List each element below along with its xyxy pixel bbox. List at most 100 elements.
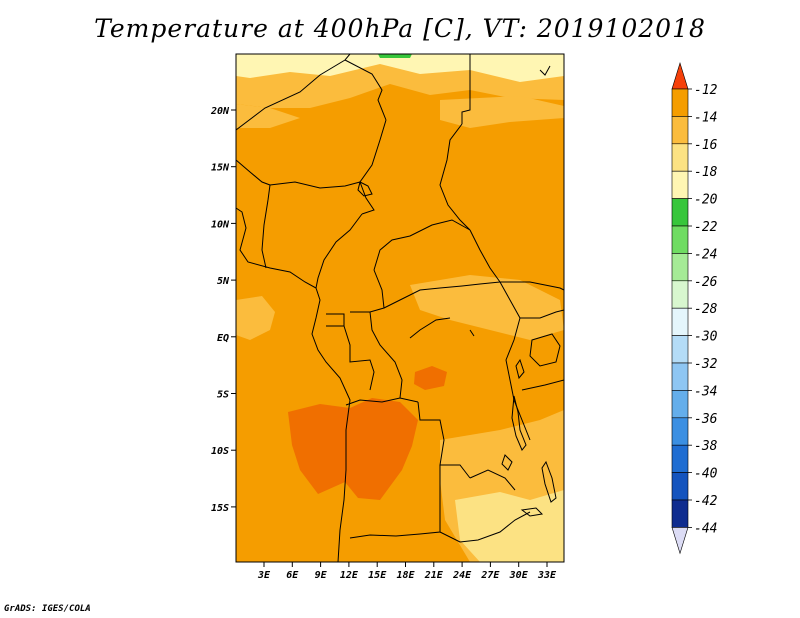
colorbar-label: -16 — [694, 138, 718, 153]
chart-title: Temperature at 400hPa [C], VT: 201910201… — [94, 14, 706, 43]
colorbar-label: -28 — [694, 302, 718, 317]
lat-label: 20N — [210, 106, 230, 117]
lat-label: EQ — [217, 333, 229, 344]
border-gabon-congo — [343, 325, 375, 391]
border-niger-nigeria — [269, 181, 361, 189]
colorbar-swatch — [671, 472, 689, 501]
lon-label: 21E — [424, 570, 444, 581]
lon-label: 12E — [340, 570, 359, 581]
border-drc-zambia — [469, 469, 516, 491]
colorbar-swatch — [671, 417, 689, 446]
lon-label: 3E — [257, 570, 271, 581]
lat-label: 15S — [211, 503, 229, 514]
border-tanzania — [521, 379, 565, 391]
lake-victoria — [529, 333, 561, 367]
colorbar-swatch — [671, 88, 689, 117]
border-congo-drc — [369, 311, 403, 399]
colorbar-label: -22 — [694, 220, 718, 235]
border-sudan-southsudan — [500, 281, 565, 291]
lat-label: 5N — [217, 276, 230, 287]
colorbar-label: -14 — [694, 110, 717, 125]
colorbar-label: -20 — [694, 193, 718, 208]
lake-chad — [357, 181, 373, 197]
colorbar-label: -24 — [694, 247, 717, 262]
latitude-axis: 20N 15N 10N 5N EQ 5S 10S 15S — [210, 106, 236, 514]
colorbar-swatch — [671, 280, 689, 309]
lon-label: 24E — [452, 570, 472, 581]
colorbar-label: -32 — [694, 357, 718, 372]
border-libya-egypt — [461, 54, 471, 124]
colorbar-label: -40 — [694, 467, 718, 482]
colorbar: -12 -14 -16 -18 -20 -22 -24 -26 -28 -30 -32 -34 -36 -… — [671, 61, 718, 555]
longitude-axis: 3E 6E 9E 12E 15E 18E 21E 24E 27E 30E 33E — [257, 562, 557, 581]
border-car-drc — [383, 281, 501, 309]
credit-label: GrADS: IGES/COLA — [4, 604, 91, 614]
border-drc-east — [499, 281, 531, 441]
colorbar-swatch — [671, 499, 689, 528]
colorbar-swatch — [671, 116, 689, 145]
warm-band-20-22-north — [236, 54, 564, 82]
colorbar-label: -30 — [694, 330, 718, 345]
border-nigeria-benin — [261, 199, 269, 269]
band-22-24-patch — [378, 54, 412, 58]
border-libya-niger — [344, 59, 387, 121]
warm-band-18-20-southeast — [455, 490, 564, 562]
colorbar-top-arrow — [671, 61, 689, 90]
lat-label: 10N — [211, 219, 230, 230]
colorbar-swatch — [671, 143, 689, 172]
border-mali-niger — [235, 159, 271, 201]
lat-label: 10S — [211, 446, 229, 457]
colorbar-label: -12 — [694, 83, 718, 98]
colorbar-bottom-arrow — [671, 527, 689, 555]
lon-label: 6E — [286, 570, 299, 581]
lon-label: 18E — [396, 570, 415, 581]
colorbar-label: -38 — [694, 439, 718, 454]
lake-tanganyika — [511, 395, 527, 451]
border-car-sudan — [469, 229, 501, 283]
colorbar-swatch — [671, 335, 689, 364]
warm-band-18-20-northwest — [236, 104, 300, 128]
colorbar-swatch — [671, 444, 689, 473]
warm-band-16-18-west — [236, 296, 275, 340]
border-angola-zambia — [349, 465, 441, 539]
colorbar-label: -18 — [694, 165, 718, 180]
lon-label: 27E — [480, 570, 500, 581]
lon-label: 15E — [368, 570, 387, 581]
lake-malawi — [541, 460, 557, 503]
river-congo — [409, 317, 475, 339]
colorbar-label: -44 — [694, 521, 717, 536]
border-algeria-libya — [235, 53, 351, 131]
colorbar-swatch — [671, 225, 689, 254]
border-chad-car — [373, 219, 471, 271]
warm-band-12-14-central — [288, 398, 418, 500]
coastline-west — [235, 207, 351, 563]
lat-label: 5S — [217, 390, 229, 401]
lake-kivu — [515, 358, 525, 380]
border-cameroon-gabon — [326, 313, 345, 327]
warm-band-12-14-patch — [414, 366, 447, 390]
colorbar-label: -26 — [694, 275, 718, 290]
colorbar-swatch — [671, 307, 689, 336]
warm-band-16-18-central — [410, 275, 564, 340]
lon-label: 33E — [537, 570, 557, 581]
colorbar-swatch — [671, 362, 689, 391]
colorbar-label: -36 — [694, 412, 718, 427]
lat-label: 15N — [211, 163, 230, 174]
map-frame — [235, 53, 565, 563]
colorbar-label: -34 — [694, 384, 717, 399]
border-uganda-kenya — [520, 309, 565, 319]
border-drc-angola-north — [345, 397, 419, 406]
colorbar-label: -42 — [694, 494, 718, 509]
border-drc-angola — [417, 401, 471, 479]
lake-mweru — [501, 454, 513, 471]
colorbar-swatch — [671, 198, 689, 227]
border-zambia-east — [439, 511, 531, 543]
border-nigeria-cameroon — [315, 213, 363, 289]
country-borders — [235, 53, 565, 563]
lon-label: 9E — [315, 570, 328, 581]
map-area — [236, 54, 564, 562]
colorbar-swatch — [671, 390, 689, 419]
nile-mark — [539, 65, 551, 76]
lake-bangweulu — [520, 507, 544, 517]
